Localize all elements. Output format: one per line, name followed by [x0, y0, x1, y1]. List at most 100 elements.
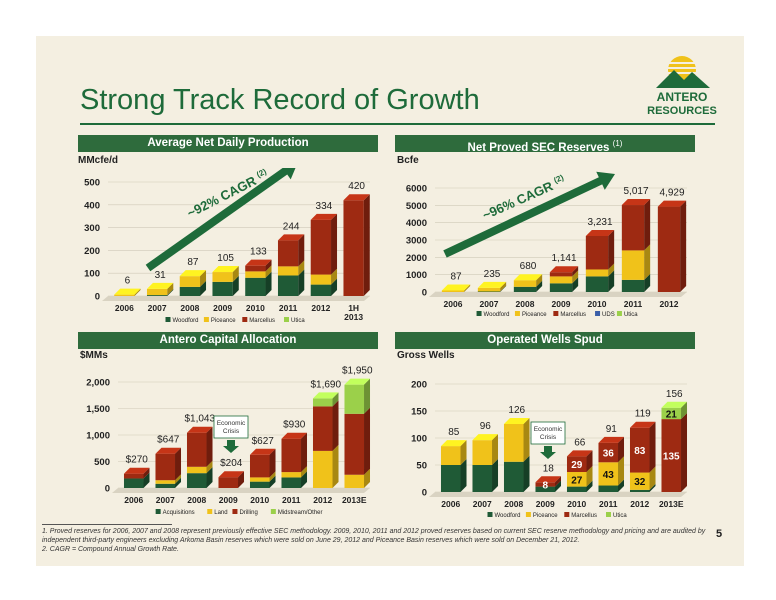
page-title: Strong Track Record of Growth — [80, 84, 480, 116]
reserves-category-label: 2006 — [444, 299, 463, 309]
capital-header: Antero Capital Allocation — [78, 332, 378, 349]
wells-bar-side — [586, 480, 593, 492]
capital-bar-segment — [281, 477, 302, 488]
capital-crisis-label-line: Crisis — [223, 428, 240, 435]
capital-bar-top — [218, 471, 245, 478]
reserves-cagr-arrow-shape — [443, 171, 615, 258]
wells-total-label: 18 — [543, 463, 555, 474]
wells-bar-side — [586, 450, 593, 473]
production-bar-segment — [310, 274, 332, 285]
capital-bar-side — [332, 400, 339, 451]
reserves-bar-side — [500, 285, 507, 292]
production-bar-side — [363, 194, 370, 296]
production-legend-label: Woodford — [173, 318, 199, 324]
capital-unit: $MMs — [80, 350, 108, 361]
reserves-total-label: 3,231 — [587, 217, 612, 228]
production-bar-side — [167, 289, 174, 296]
reserves-ytick-label: 0 — [422, 288, 427, 299]
wells-bar-segment — [661, 419, 682, 492]
capital-category-label-line: 2006 — [124, 495, 143, 505]
production-category-label-line: 2006 — [115, 303, 134, 313]
reserves-bar-side — [680, 200, 687, 292]
production-legend-swatch — [284, 317, 289, 322]
reserves-bar-segment — [585, 235, 609, 270]
production-bar-segment — [114, 294, 135, 296]
capital-legend-label: Acquisitions — [163, 510, 195, 516]
reserves-category-label: 2010 — [588, 299, 607, 309]
wells-bar-side — [460, 459, 467, 492]
wells-legend-label: Woodford — [495, 513, 521, 519]
production-header: Average Net Daily Production — [78, 135, 378, 152]
capital-category-label: 2011 — [282, 495, 301, 505]
wells-bar-segment — [598, 442, 619, 463]
capital-category-label-line: 2008 — [187, 495, 206, 505]
capital-legend-swatch — [270, 509, 276, 514]
reserves-total-label: 4,929 — [659, 188, 684, 199]
wells-bar-segment — [629, 489, 650, 492]
reserves-legend-swatch — [553, 311, 559, 316]
production-legend-label: Piceance — [211, 318, 236, 324]
production-bar-top — [114, 288, 141, 295]
production-bar-top — [146, 282, 174, 289]
logo-line1: ANTERO — [657, 90, 708, 104]
capital-category-label-line: 2009 — [219, 495, 238, 505]
wells-crisis-label: Economic Crisis — [534, 426, 563, 441]
wells-bar-segment — [629, 472, 650, 490]
reserves-bar-side — [608, 270, 615, 292]
wells-bar-side — [618, 479, 625, 492]
production-legend-swatch — [165, 317, 171, 322]
capital-bar-segment — [344, 384, 365, 414]
capital-bar-top — [123, 467, 150, 474]
wells-ytick-label: 200 — [411, 380, 427, 391]
production-bar-side — [265, 271, 272, 296]
production-ytick-label: 0 — [95, 292, 100, 303]
reserves-total-label: 235 — [484, 269, 501, 280]
production-bar-side — [134, 288, 141, 296]
capital-bar-side — [143, 467, 150, 479]
wells-total-label: 66 — [574, 437, 586, 448]
capital-total-label: $1,950 — [342, 366, 373, 377]
wells-segment-label: 29 — [571, 460, 583, 471]
production-category-label: 2011 — [279, 303, 298, 313]
wells-bar-segment — [566, 456, 587, 473]
capital-legend-swatch — [155, 509, 161, 514]
production-ytick-label: 100 — [84, 269, 100, 280]
capital-ytick-label: 0 — [105, 484, 110, 495]
wells-ytick-label: 100 — [411, 434, 427, 445]
wells-legend-swatch — [487, 512, 493, 517]
production-category-label: 2008 — [180, 303, 199, 313]
capital-crisis-label-line: Economic — [217, 420, 246, 427]
production-category-label: 2007 — [148, 303, 167, 313]
wells-legend-label: Utica — [613, 513, 627, 519]
reserves-total-label: 1,141 — [551, 253, 576, 264]
production-category-label-line: 2011 — [279, 303, 298, 313]
reserves-bar-segment — [513, 280, 537, 287]
capital-legend-swatch — [232, 509, 238, 514]
wells-category-label-line: 2010 — [567, 499, 586, 509]
capital-bar-segment — [155, 453, 176, 481]
wells-category-label-line: 2013E — [659, 499, 684, 509]
production-header-text: Average Net Daily Production — [147, 137, 309, 149]
reserves-category-label: 2012 — [660, 299, 679, 309]
wells-total-label: 85 — [448, 427, 460, 438]
wells-legend-label: Marcellus — [571, 513, 597, 519]
capital-bar-top — [155, 447, 182, 454]
capital-bar-segment — [249, 477, 270, 482]
capital-bar-top — [186, 426, 213, 433]
wells-bar-top — [535, 476, 562, 483]
wells-category-label: 2007 — [473, 499, 492, 509]
reserves-total-label: 5,017 — [623, 186, 648, 197]
capital-bar-side — [143, 472, 150, 488]
capital-total-label: $204 — [220, 458, 243, 469]
wells-bar-side — [586, 466, 593, 487]
wells-bar-side — [523, 417, 530, 462]
wells-bar-segment — [472, 465, 493, 492]
production-bar-segment — [179, 276, 201, 287]
wells-segment-label: 83 — [634, 446, 646, 457]
capital-bar-side — [301, 466, 308, 478]
capital-bar-segment — [249, 481, 270, 488]
capital-bar-segment — [186, 432, 207, 467]
wells-header-text: Operated Wells Spud — [487, 334, 603, 346]
production-category-label-line: 2012 — [311, 303, 330, 313]
capital-bar-side — [364, 468, 371, 488]
